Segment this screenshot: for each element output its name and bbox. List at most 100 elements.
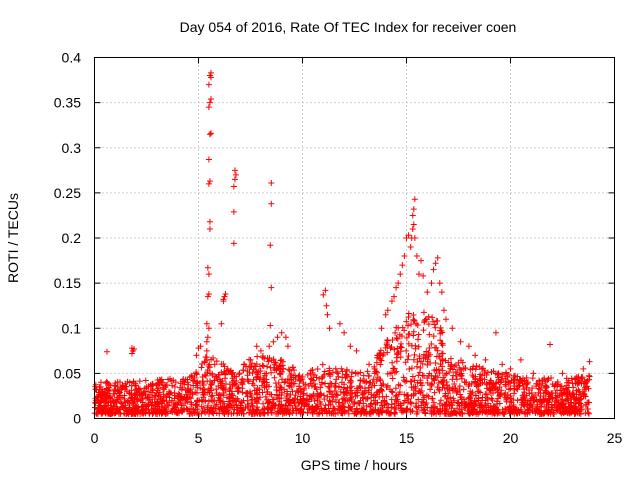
data-point: [279, 376, 286, 383]
data-point: [290, 364, 297, 371]
data-point: [227, 400, 234, 407]
data-point: [528, 401, 535, 408]
data-point: [204, 378, 211, 385]
data-point: [420, 272, 427, 279]
data-point: [138, 404, 145, 411]
data-point: [432, 359, 439, 366]
data-point: [225, 368, 232, 375]
data-point: [254, 373, 261, 380]
data-point: [221, 293, 228, 300]
data-point: [206, 370, 213, 377]
data-point: [158, 400, 165, 407]
data-point: [311, 381, 318, 388]
y-axis-label: ROTI / TECUs: [5, 193, 21, 283]
data-point: [385, 404, 392, 411]
data-point: [244, 397, 251, 404]
data-point: [281, 379, 288, 386]
data-point: [213, 386, 220, 393]
data-point: [391, 293, 398, 300]
data-point: [384, 349, 391, 356]
data-point: [175, 390, 182, 397]
data-point: [541, 375, 548, 382]
data-point: [368, 383, 375, 390]
data-point: [234, 388, 241, 395]
data-point: [431, 377, 438, 384]
x-tick-label: 0: [91, 430, 99, 446]
data-point: [360, 372, 367, 379]
data-point: [383, 384, 390, 391]
data-point: [391, 365, 398, 372]
data-point: [401, 253, 408, 260]
data-point: [296, 383, 303, 390]
data-point: [573, 407, 580, 414]
data-point: [221, 410, 228, 417]
data-point: [103, 348, 110, 355]
data-point: [470, 373, 477, 380]
data-point: [416, 369, 423, 376]
data-point: [297, 386, 304, 393]
data-point: [481, 370, 488, 377]
data-point: [148, 406, 155, 413]
data-point: [481, 402, 488, 409]
data-point: [536, 377, 543, 384]
data-point: [537, 403, 544, 410]
data-point: [439, 384, 446, 391]
data-point: [388, 343, 395, 350]
data-point: [562, 385, 569, 392]
data-point: [488, 377, 495, 384]
data-point: [325, 370, 332, 377]
data-point: [363, 410, 370, 417]
data-point: [435, 366, 442, 373]
data-point: [405, 232, 412, 239]
data-point: [424, 289, 431, 296]
data-point: [373, 378, 380, 385]
data-point: [508, 378, 515, 385]
data-point: [302, 400, 309, 407]
data-point: [547, 341, 554, 348]
data-point: [198, 410, 205, 417]
data-point: [326, 365, 333, 372]
data-point: [487, 387, 494, 394]
data-point: [457, 338, 464, 345]
data-point: [203, 320, 210, 327]
data-point: [310, 371, 317, 378]
data-point: [362, 387, 369, 394]
data-point: [205, 180, 212, 187]
data-point: [394, 351, 401, 358]
data-point: [571, 410, 578, 417]
data-point: [288, 380, 295, 387]
data-point: [336, 406, 343, 413]
data-point: [478, 366, 485, 373]
data-point: [426, 351, 433, 358]
data-point: [235, 384, 242, 391]
data-point: [164, 401, 171, 408]
data-point: [264, 389, 271, 396]
data-point: [126, 379, 133, 386]
data-point: [545, 390, 552, 397]
data-point: [370, 397, 377, 404]
data-point: [416, 355, 423, 362]
data-point: [329, 393, 336, 400]
data-point: [367, 379, 374, 386]
data-point: [520, 386, 527, 393]
data-point: [449, 409, 456, 416]
data-point: [96, 402, 103, 409]
data-point: [471, 397, 478, 404]
data-point: [343, 392, 350, 399]
data-point: [182, 400, 189, 407]
data-point: [236, 370, 243, 377]
data-point: [168, 397, 175, 404]
data-point: [405, 310, 412, 317]
data-point: [394, 335, 401, 342]
data-point: [220, 296, 227, 303]
data-point: [434, 254, 441, 261]
data-point: [304, 409, 311, 416]
data-point: [543, 398, 550, 405]
data-point: [278, 385, 285, 392]
data-point: [444, 385, 451, 392]
data-point: [290, 398, 297, 405]
data-point: [523, 374, 530, 381]
data-point: [123, 383, 130, 390]
data-point: [112, 387, 119, 394]
data-point: [145, 399, 152, 406]
